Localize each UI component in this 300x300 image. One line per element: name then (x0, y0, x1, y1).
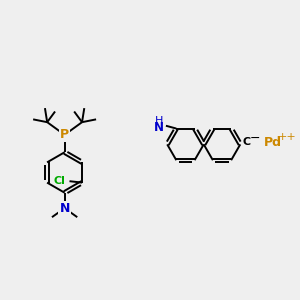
Text: ++: ++ (278, 132, 297, 142)
Text: −: − (249, 132, 260, 145)
Text: C: C (242, 137, 251, 147)
Text: N: N (154, 121, 164, 134)
Text: N: N (59, 202, 70, 215)
Text: H: H (155, 116, 164, 126)
Text: Pd: Pd (264, 136, 282, 148)
Text: Cl: Cl (53, 176, 65, 186)
Text: P: P (60, 128, 69, 141)
